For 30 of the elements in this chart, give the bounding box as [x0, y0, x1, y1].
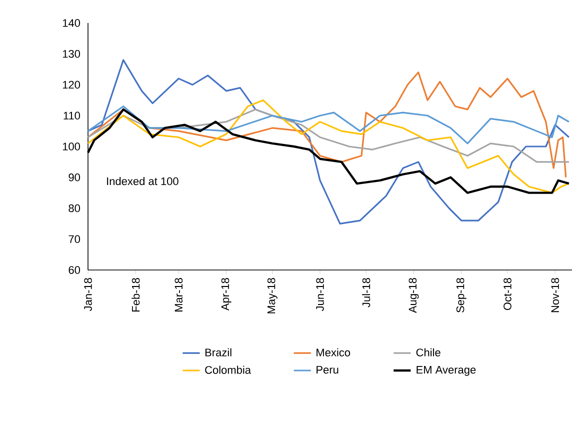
x-tick-label: Oct-18 — [504, 278, 512, 310]
y-tick-label: 90 — [68, 173, 80, 182]
y-tick-label: 70 — [68, 235, 80, 244]
y-tick-label: 120 — [62, 80, 80, 89]
x-tick-label: Nov-18 — [551, 278, 560, 312]
x-tick-label: Aug-18 — [408, 278, 419, 313]
y-tick-label: 60 — [68, 266, 80, 274]
x-tick-label: Jun-18 — [316, 278, 324, 311]
legend-label: Colombia — [205, 366, 252, 374]
x-tick-label: Jul-18 — [362, 278, 370, 308]
x-tick-label: Apr-18 — [221, 278, 232, 311]
line-series — [87, 106, 570, 144]
annotation: Indexed at 100 — [107, 177, 178, 186]
legend-label: Peru — [316, 366, 338, 374]
x-tick-label: Jan-18 — [84, 278, 92, 311]
legend-label: Mexico — [316, 348, 350, 356]
x-tick-label: Sep-18 — [456, 278, 466, 312]
legend-label: Chile — [416, 348, 440, 356]
y-tick-label: 100 — [62, 142, 80, 150]
y-tick-label: 110 — [64, 112, 80, 120]
y-tick-label: 140 — [62, 19, 80, 27]
x-tick-label: Mar-18 — [174, 278, 183, 312]
x-tick-label: Feb-18 — [132, 278, 140, 312]
y-tick-label: 80 — [68, 204, 80, 212]
x-tick-label: May-18 — [267, 278, 278, 314]
y-tick-label: 130 — [62, 50, 80, 58]
line-series — [87, 59, 570, 224]
legend-label: EM Average — [416, 366, 476, 376]
line-series — [87, 72, 567, 178]
legend-label: Brazil — [205, 348, 232, 356]
